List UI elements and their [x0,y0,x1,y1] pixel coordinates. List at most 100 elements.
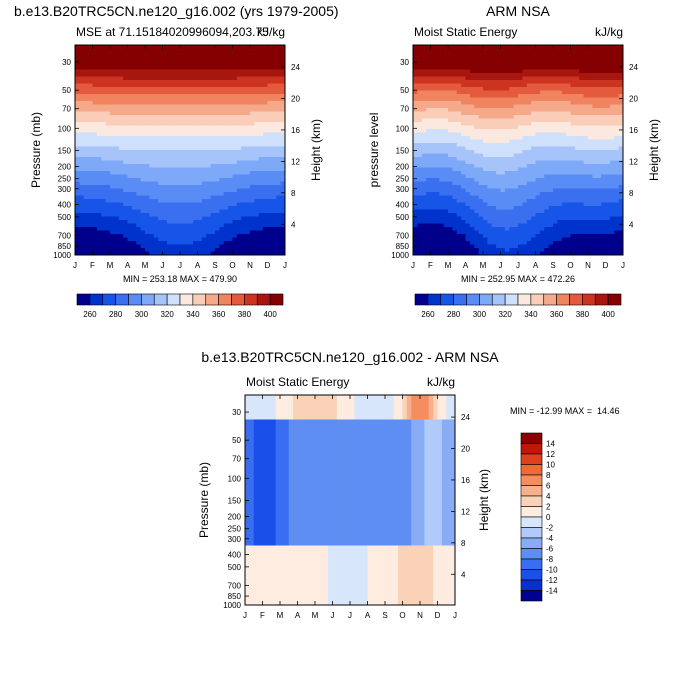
contour-cell [136,192,142,196]
contour-cell [263,199,268,203]
contour-cell [153,206,159,210]
contour-cell [465,181,471,186]
contour-cell [123,132,128,137]
contour-cell [263,101,268,105]
contour-cell [267,129,273,133]
contour-cell [175,52,181,56]
contour-cell [79,80,85,84]
contour-cell [197,209,203,214]
contour-cell [223,230,229,235]
contour-cell [193,248,198,252]
contour-cell [469,153,475,158]
contour-cell [526,178,532,182]
contour-cell [596,66,602,70]
contour-cell [118,230,124,235]
contour-cell [522,80,528,84]
contour-cell [614,62,620,67]
contour-cell [413,143,418,147]
contour-cell [210,76,216,81]
contour-cell [605,129,611,133]
contour-cell [461,66,466,70]
contour-cell [79,62,85,67]
contour-cell [219,241,225,245]
contour-cell [504,73,510,77]
contour-cell [487,192,493,196]
contour-cell [184,234,190,238]
contour-cell [561,181,567,186]
contour-cell [535,174,541,179]
contour-cell [553,118,558,123]
contour-cell [83,55,89,60]
contour-cell [228,66,233,70]
contour-cell [496,87,501,91]
contour-cell [469,192,475,196]
contour-cell [574,87,580,91]
contour-cell [236,111,242,116]
contour-cell [504,55,510,60]
contour-cell [421,83,427,88]
contour-cell [461,174,466,179]
contour-cell [504,192,510,196]
contour-cell [166,227,172,231]
contour-cell [232,192,238,196]
contour-cell [413,80,418,84]
contour-cell [579,45,585,49]
contour-cell [88,55,93,60]
contour-cell [210,132,216,137]
contour-cell [245,69,251,74]
contour-cell [123,87,128,91]
contour-cell [158,108,163,112]
contour-cell [518,150,523,154]
contour-cell [263,220,268,224]
contour-cell [258,90,264,95]
contour-cell [215,90,220,95]
contour-cell [583,62,589,67]
contour-cell [201,69,207,74]
contour-cell [263,66,268,70]
contour-cell [557,192,563,196]
contour-cell [448,167,453,172]
contour-cell [241,213,247,217]
contour-cell [149,115,155,119]
contour-cell [267,160,273,165]
contour-cell [518,129,523,133]
contour-cell [566,101,571,105]
contour-cell [588,178,593,182]
contour-cell [280,108,285,112]
contour-cell [280,234,285,238]
contour-cell [79,230,85,235]
contour-cell [92,199,98,203]
contour-cell [171,132,177,137]
contour-cell [184,55,190,60]
contour-cell [136,139,142,144]
contour-cell [271,62,277,67]
contour-cell [276,94,282,98]
contour-cell [101,178,107,182]
contour-cell [245,202,251,207]
contour-cell [531,146,536,151]
contour-cell [491,52,497,56]
contour-cell [588,167,593,172]
contour-cell [188,160,194,165]
contour-cell [413,66,418,70]
contour-cell [474,83,480,88]
contour-cell [110,157,115,161]
contour-cell [92,202,98,207]
contour-cell [197,202,203,207]
contour-cell [228,146,233,151]
contour-cell [193,55,198,60]
contour-cell [201,251,207,255]
contour-cell [79,244,85,249]
contour-cell [478,55,484,60]
contour-cell [188,52,194,56]
contour-cell [504,97,510,102]
contour-cell [487,185,493,189]
contour-cell [140,199,146,203]
contour-cell [588,171,593,175]
contour-cell [452,129,458,133]
contour-cell [175,132,181,137]
contour-cell [236,52,242,56]
contour-cell [461,125,466,130]
contour-cell [430,174,436,179]
contour-cell [241,59,247,63]
